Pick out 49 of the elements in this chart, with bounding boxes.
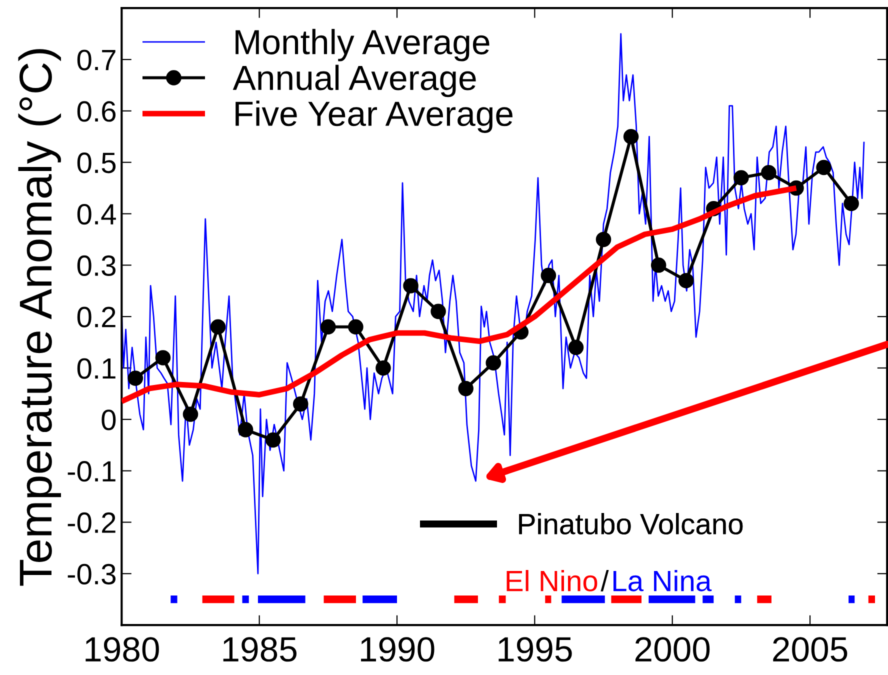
y-tick-label: 0.7 xyxy=(77,50,116,70)
point xyxy=(650,258,666,273)
point xyxy=(458,380,474,396)
point xyxy=(265,432,281,448)
y-tick-label: 0.2 xyxy=(77,306,116,328)
point xyxy=(761,164,776,180)
x-tick-label: 1990 xyxy=(361,637,434,662)
series-label: La Nina xyxy=(613,570,712,592)
y-tick-label: -0.1 xyxy=(68,461,116,482)
y-tick-label: 0.5 xyxy=(77,152,116,174)
point xyxy=(568,340,584,356)
point xyxy=(292,396,308,412)
x-tick-label: 1995 xyxy=(498,637,572,662)
point xyxy=(486,355,502,370)
point xyxy=(376,360,391,376)
legend-label: Monthly Average xyxy=(236,28,490,62)
x-tick-label: 2000 xyxy=(635,637,710,662)
point xyxy=(596,232,612,248)
legend-label: Five Year Average xyxy=(236,100,512,133)
point xyxy=(238,422,254,438)
point xyxy=(844,196,859,212)
point xyxy=(348,319,364,334)
point xyxy=(734,170,749,186)
y-tick-label: 0.4 xyxy=(77,204,116,225)
x-tick-label: 1980 xyxy=(86,637,159,662)
x-tick-label: 2005 xyxy=(773,637,848,662)
annotation: / xyxy=(600,570,609,592)
point xyxy=(678,272,694,288)
point xyxy=(210,319,226,334)
y-tick-label: -0.2 xyxy=(68,512,116,534)
point xyxy=(540,268,556,284)
legend-label: Annual Average xyxy=(232,64,476,98)
y-tick-label: 0.6 xyxy=(77,101,116,122)
point xyxy=(623,128,639,144)
point xyxy=(320,319,336,334)
y-tick-label: 0.1 xyxy=(77,358,116,379)
y-tick-label: 0.3 xyxy=(77,255,116,276)
point xyxy=(155,350,171,366)
y-tick-label: -0.3 xyxy=(68,564,116,584)
series-label: El Nino xyxy=(506,570,598,592)
y-tick-label: 0 xyxy=(102,410,116,430)
point xyxy=(128,370,144,386)
point xyxy=(430,304,446,320)
point xyxy=(816,160,832,176)
x-tick-label: 1985 xyxy=(223,637,296,662)
y-axis-title: Temperature Anomaly (°C) xyxy=(18,49,61,586)
annotation: Pinatubo Volcano xyxy=(519,513,743,534)
point xyxy=(403,278,418,294)
point xyxy=(182,406,198,422)
